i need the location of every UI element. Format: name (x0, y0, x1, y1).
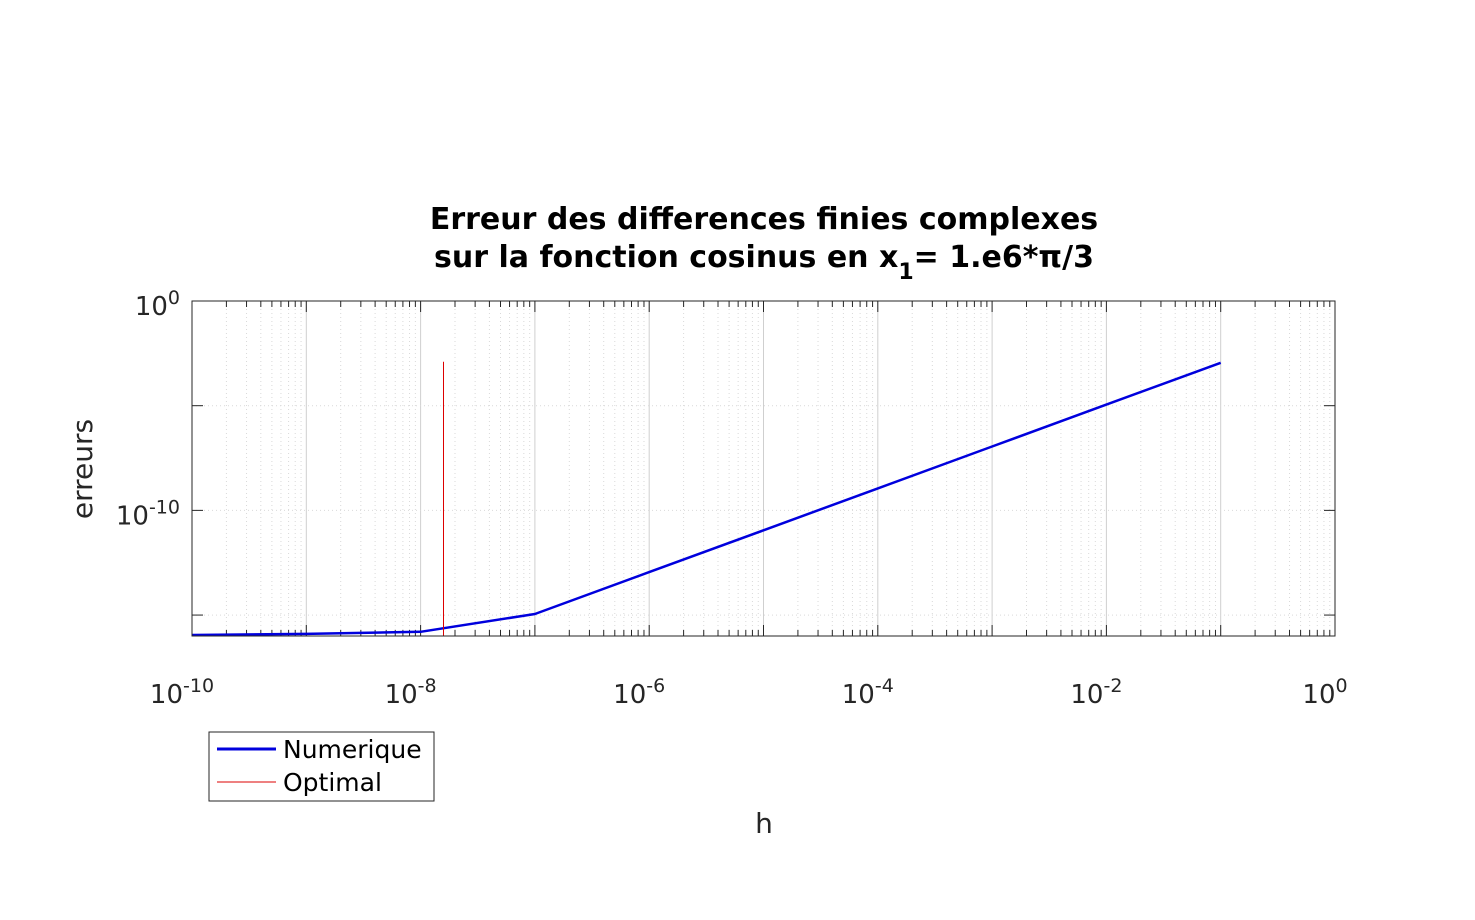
x-tick-labels: 10-10 10-8 10-6 10-4 10-2 100 (150, 675, 1348, 710)
y-tick-label: 100 (135, 287, 180, 322)
x-tick-label-base: 10 (385, 680, 418, 710)
chart-title-line1: Erreur des differences finies complexes (430, 202, 1098, 237)
x-tick-label-base: 10 (613, 680, 646, 710)
legend-box (208, 731, 435, 802)
x-tick-label: 10-8 (385, 675, 437, 710)
x-tick-label: 10-2 (1070, 675, 1122, 710)
y-tick-label-base: 10 (135, 292, 168, 322)
x-tick-label: 10-4 (842, 675, 894, 710)
x-tick-label-exponent: 0 (1336, 675, 1348, 697)
y-tick-label-exponent: -10 (149, 496, 180, 518)
chart-title-line2: sur la fonction cosinus en x1= 1.e6*π/3 (434, 240, 1094, 285)
chart-title-line2-suffix: = 1.e6*π/3 (914, 240, 1094, 275)
x-tick-label-base: 10 (842, 680, 875, 710)
x-tick-label: 10-6 (613, 675, 665, 710)
chart-title-line2-prefix: sur la fonction cosinus en x (434, 240, 898, 275)
y-tick-label-base: 10 (116, 501, 149, 531)
tick-marks (191, 300, 1336, 636)
series-line-numerique (191, 361, 1222, 637)
x-tick-label-exponent: -4 (875, 675, 894, 697)
x-tick-label-base: 10 (150, 680, 183, 710)
x-axis-label: h (755, 807, 773, 840)
y-tick-label-exponent: 0 (168, 287, 180, 309)
x-tick-label-exponent: -8 (418, 675, 437, 697)
plot-series (191, 361, 1222, 637)
x-tick-label: 10-10 (150, 675, 214, 710)
legend-label-optimal: Optimal (283, 768, 382, 797)
chart-title-line2-subscript: 1 (898, 260, 913, 285)
x-tick-label-base: 10 (1070, 680, 1103, 710)
x-tick-label-exponent: -6 (646, 675, 665, 697)
y-axis-label: erreurs (66, 419, 99, 519)
x-tick-label-exponent: -10 (183, 675, 214, 697)
plot-area-border (191, 300, 1336, 637)
x-tick-label-exponent: -2 (1103, 675, 1122, 697)
x-tick-label: 100 (1302, 675, 1347, 710)
x-tick-label-base: 10 (1302, 680, 1335, 710)
y-tick-label: 10-10 (116, 496, 180, 531)
legend-label-numerique: Numerique (283, 735, 422, 764)
legend: Numerique Optimal (208, 731, 435, 802)
